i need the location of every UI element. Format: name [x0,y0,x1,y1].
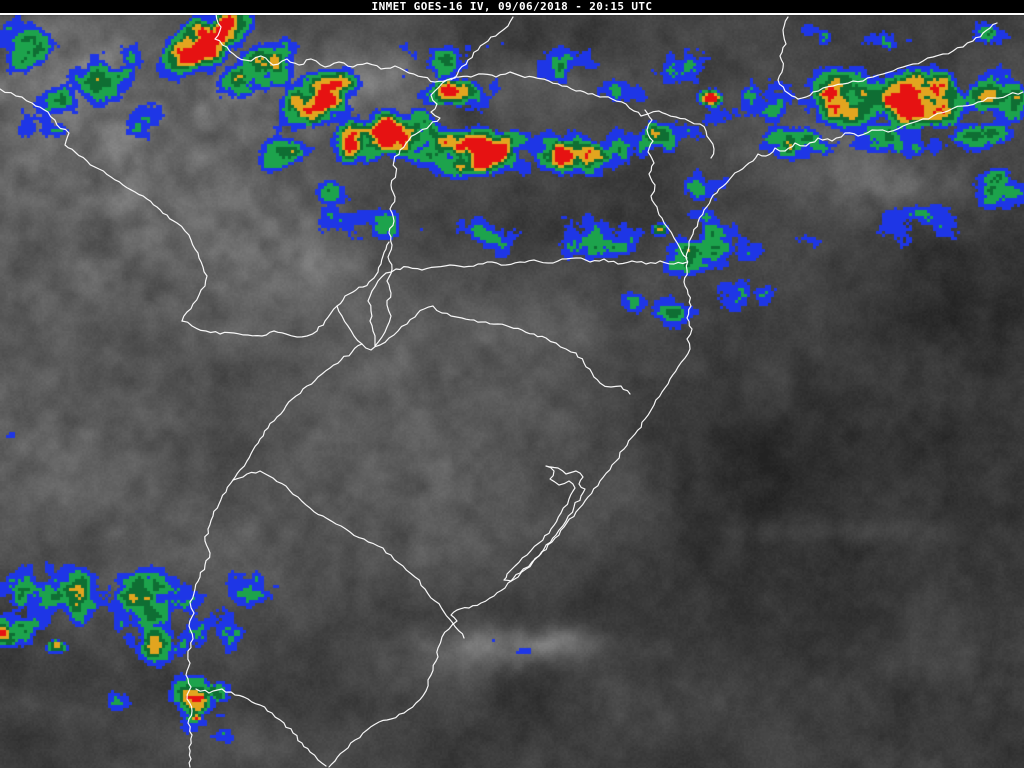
image-title: INMET GOES-16 IV, 09/06/2018 - 20:15 UTC [371,0,653,13]
title-bar: INMET GOES-16 IV, 09/06/2018 - 20:15 UTC [0,0,1024,15]
